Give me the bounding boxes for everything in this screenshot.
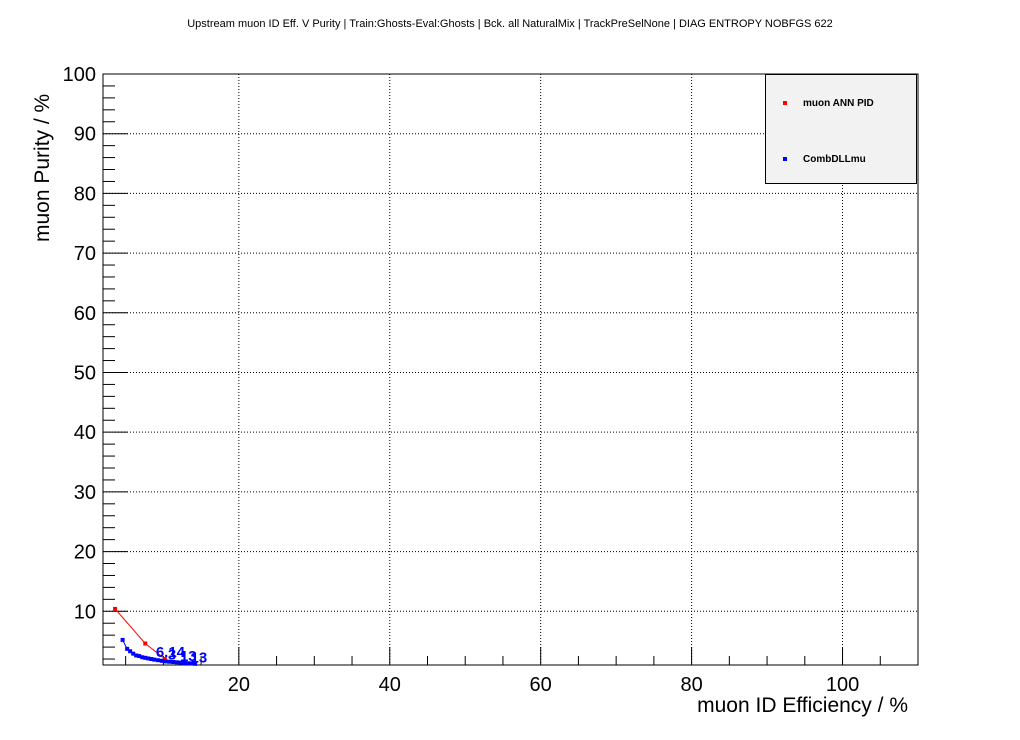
data-point-combdllmu [146,656,151,661]
legend-entry-muon-ann-pid: muon ANN PID [766,96,874,110]
annotation-label: 3 [168,647,176,664]
legend: muon ANN PID CombDLLmu [765,74,917,184]
data-point-combdllmu [193,661,198,666]
data-point-muon-ann-pid [113,606,118,611]
y-tick-label: 80 [74,183,96,205]
tick-labels: 20 40 60 80 100 10 20 30 40 50 60 70 80 90 100 [63,64,860,696]
data-point-combdllmu [182,660,187,665]
y-tick-label: 90 [74,124,96,146]
data-point-combdllmu [131,651,136,656]
legend-label-combdllmu: CombDLLmu [803,153,866,165]
legend-label-muon-ann-pid: muon ANN PID [803,97,874,109]
data-point-combdllmu [159,658,164,663]
data-point-combdllmu [125,646,130,651]
annotation-label: 13 [191,650,208,667]
series-layer [113,606,198,666]
data-point-combdllmu [152,657,157,662]
data-point-muon-ann-pid [143,641,148,646]
annotation-label: 13 [180,648,197,665]
data-point-combdllmu [190,661,195,666]
data-point-combdllmu [149,657,154,662]
data-point-combdllmu [171,660,176,665]
data-point-combdllmu [186,661,191,666]
chart-title: Upstream muon ID Eff. V Purity | Train:G… [187,18,833,30]
x-tick-label: 100 [826,674,859,696]
data-point-combdllmu [120,637,125,642]
legend-entry-combdllmu: CombDLLmu [766,152,866,166]
y-tick-label: 50 [74,362,96,384]
legend-marker-muon-ann-pid [783,101,787,105]
data-point-muon-ann-pid [162,657,167,662]
data-point-combdllmu [163,659,168,664]
x-tick-label: 20 [228,674,250,696]
y-tick-label: 30 [74,482,96,504]
data-point-combdllmu [137,654,142,659]
y-tick-label: 40 [74,422,96,444]
annotation-label: 6.14 [156,644,186,661]
x-tick-label: 40 [379,674,401,696]
y-tick-label: 20 [74,542,96,564]
axis-ticks [103,73,881,665]
y-tick-label: 100 [63,64,96,86]
x-tick-label: 80 [680,674,702,696]
data-point-combdllmu [134,653,139,658]
y-tick-label: 70 [74,243,96,265]
data-point-combdllmu [140,655,145,660]
y-axis-label: muon Purity / % [31,93,54,242]
x-tick-label: 60 [530,674,552,696]
data-point-combdllmu [178,660,183,665]
y-tick-label: 60 [74,303,96,325]
data-point-combdllmu [143,655,148,660]
data-point-combdllmu [128,649,133,654]
data-point-combdllmu [156,658,161,663]
x-axis-label: muon ID Efficiency / % [697,694,908,717]
data-point-combdllmu [174,660,179,665]
data-point-combdllmu [167,659,172,664]
legend-marker-combdllmu [783,157,787,161]
y-tick-label: 10 [74,601,96,623]
grid-lines [103,74,918,665]
